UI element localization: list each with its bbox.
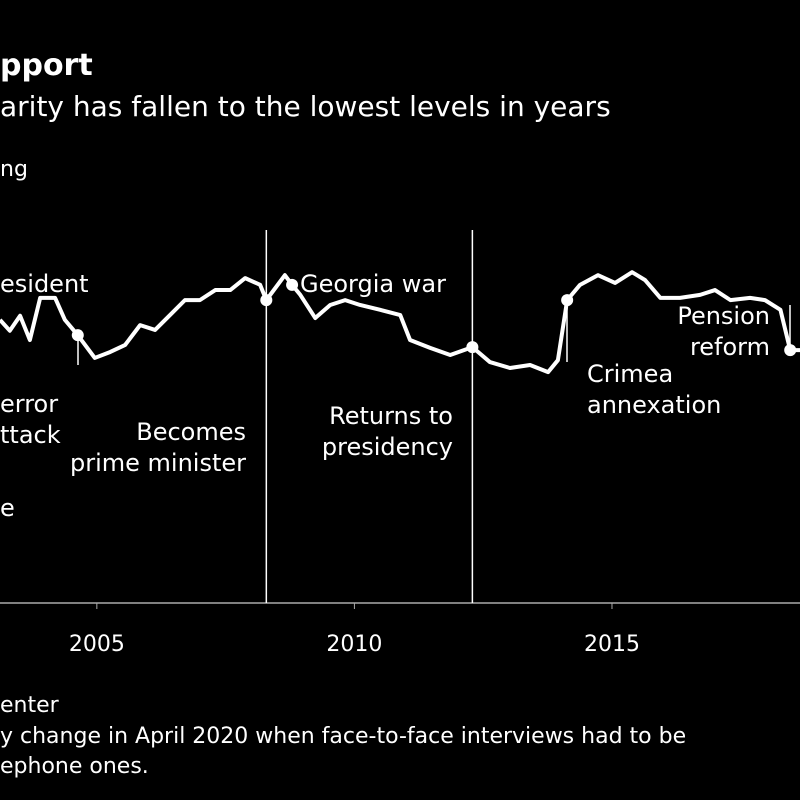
- y-axis-label: ng: [0, 157, 28, 182]
- annotation: ttack: [0, 421, 61, 449]
- x-tick-label: 2005: [69, 632, 125, 657]
- annotation: annexation: [587, 391, 721, 419]
- annotation: Crimea: [587, 360, 673, 388]
- annotation: Georgia war: [300, 270, 446, 298]
- annotation: error: [0, 390, 58, 418]
- annotation: Returns to: [329, 402, 453, 430]
- annotation: e: [0, 494, 15, 522]
- event-dot: [71, 329, 84, 342]
- x-tick-label: 2010: [326, 632, 382, 657]
- event-dot: [784, 344, 797, 357]
- line: [0, 270, 800, 375]
- annotation: presidency: [322, 433, 453, 461]
- event-dot: [260, 294, 273, 307]
- annotation: prime minister: [70, 449, 246, 477]
- event-dot: [286, 278, 299, 291]
- annotation: Pension: [677, 302, 770, 330]
- annotation: reform: [690, 333, 770, 361]
- event-dot: [561, 294, 574, 307]
- annotation: Becomes: [136, 418, 246, 446]
- x-tick-label: 2015: [584, 632, 640, 657]
- note: ephone ones.: [0, 754, 149, 779]
- source: enter: [0, 693, 60, 718]
- event-dot: [466, 341, 479, 354]
- annotation: esident: [0, 270, 89, 298]
- note: y change in April 2020 when face-to-face…: [0, 724, 686, 749]
- chart-title: pport: [0, 48, 93, 83]
- chart-subtitle: arity has fallen to the lowest levels in…: [0, 90, 611, 123]
